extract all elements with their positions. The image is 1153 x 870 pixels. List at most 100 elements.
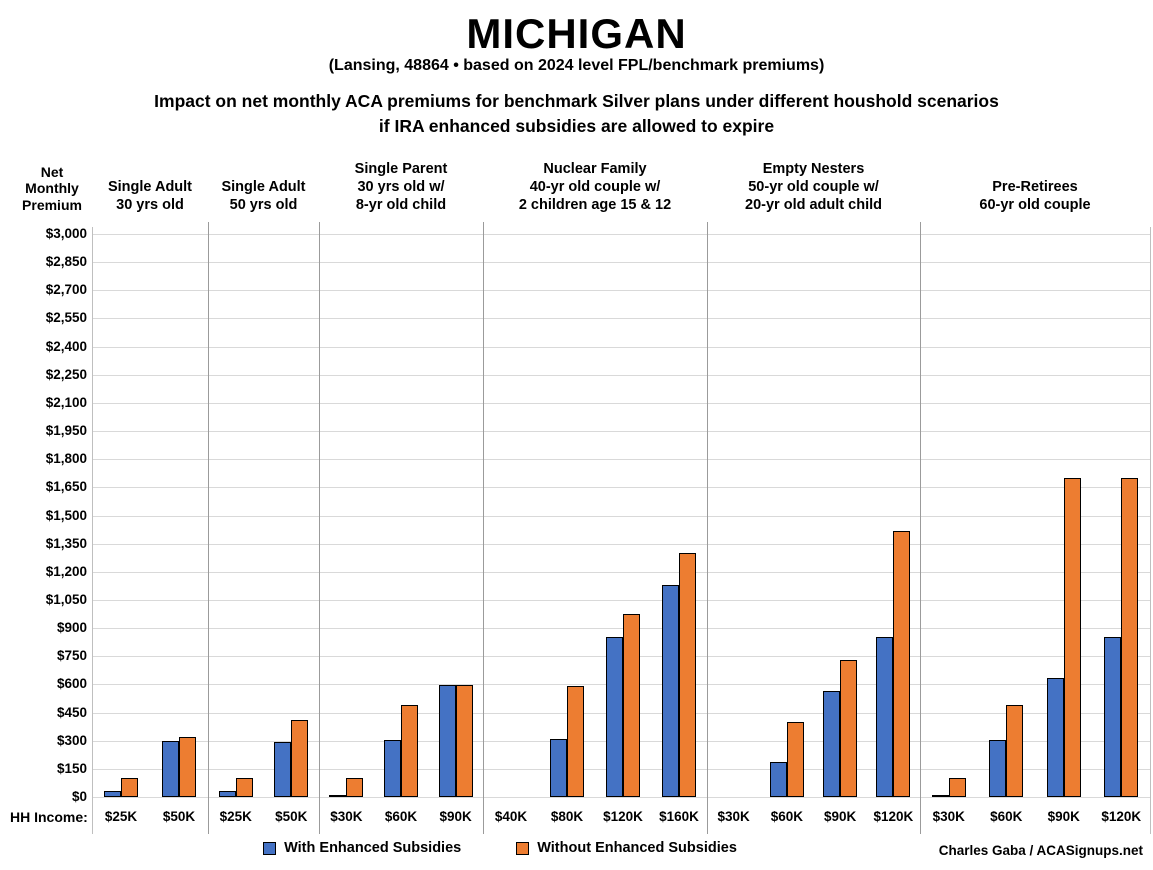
bar-with-subsidies [162,740,179,797]
bar-without-subsidies [893,530,911,797]
y-tick-label: $1,650 [45,479,87,495]
y-tick-label: $300 [56,732,87,748]
bar-without-subsidies [948,778,966,797]
y-tick-label: $450 [56,704,87,720]
bar-without-subsidies [291,720,309,797]
gridline [92,290,1150,292]
income-tick-label: $60K [770,809,804,824]
gridline [92,571,1150,573]
y-tick-label: $1,950 [45,423,87,439]
gridline [92,262,1150,264]
bar-with-subsidies [550,738,567,797]
income-tick-label: $90K [823,809,857,824]
bar-with-subsidies [606,637,623,797]
gridline [92,487,1150,489]
plot-border [92,227,93,834]
bar-with-subsidies [218,791,236,797]
legend-item: Without Enhanced Subsidies [516,840,737,856]
income-tick-label: $25K [104,809,138,824]
gridline [92,543,1150,545]
income-tick-label: $90K [1047,809,1080,824]
y-tick-label: $1,200 [45,563,87,579]
page-subtitle: (Lansing, 48864 • based on 2024 level FP… [328,57,825,74]
income-tick-label: $90K [439,809,472,824]
y-tick-label: $600 [56,676,87,692]
income-tick-label: $120K [603,809,643,824]
income-tick-label: $60K [384,809,418,824]
bar-without-subsidies [786,721,804,797]
y-tick-label: $900 [56,620,87,636]
bar-with-subsidies [769,762,787,797]
bar-without-subsidies [840,660,858,797]
legend: With Enhanced Subsidies Without Enhanced … [0,840,1000,856]
income-tick-label: $40K [494,809,528,824]
gridline [92,797,1150,798]
group-divider [483,222,484,834]
bar-without-subsidies [1063,477,1081,797]
legend-label: With Enhanced Subsidies [284,840,462,856]
y-tick-label: $750 [56,648,87,664]
income-tick-label: $50K [275,809,308,824]
y-axis-title: Net Monthly Premium [22,163,82,214]
group-divider [319,222,320,834]
income-tick-label: $30K [717,809,750,824]
without-subsidies-swatch [516,841,530,855]
group-header: Single Adult 30 yrs old [107,178,193,213]
bar-without-subsidies [567,686,584,797]
income-tick-label: $80K [550,809,584,824]
gridline [92,515,1150,517]
page-title: MICHIGAN [466,10,687,57]
group-header: Single Parent 30 yrs old w/8-yr old child [354,160,448,213]
y-tick-label: $2,100 [45,394,87,410]
income-tick-label: $30K [932,809,965,824]
gridline [92,234,1150,235]
gridline [92,628,1150,630]
y-tick-label: $2,250 [45,366,87,382]
income-tick-label: $30K [330,809,363,824]
y-tick-label: $2,550 [45,310,87,326]
y-tick-label: $1,050 [45,591,87,607]
income-tick-label: $60K [990,809,1023,824]
bar-with-subsidies [438,685,456,797]
y-tick-label: $3,000 [45,226,87,241]
income-tick-label: $120K [873,809,914,824]
credit-attribution: Charles Gaba / ACASignups.net [938,843,1143,858]
legend-label: Without Enhanced Subsidies [537,840,737,856]
bar-without-subsidies [455,685,473,797]
bar-with-subsidies [989,739,1007,797]
group-divider [208,222,209,834]
y-tick-label: $1,800 [45,451,87,467]
bar-without-subsidies [121,778,138,797]
y-tick-label: $1,350 [45,535,87,551]
gridline [92,599,1150,601]
chart-description-line1: Impact on net monthly ACA premiums for b… [154,91,999,111]
plot-border [1150,227,1151,834]
bar-with-subsidies [1046,677,1064,797]
group-divider [920,222,921,834]
bar-without-subsidies [401,705,418,797]
income-tick-label: $160K [659,809,699,824]
bar-without-subsidies [679,553,696,797]
bar-without-subsidies [235,778,253,797]
y-tick-label: $2,850 [45,254,87,270]
group-header: Empty Nesters 50-yr old couple w/20-yr ol… [745,160,882,213]
y-tick-label: $2,700 [45,282,87,298]
bar-with-subsidies [931,795,949,798]
bar-without-subsidies [346,778,364,797]
bar-with-subsidies [274,741,292,797]
income-tick-label: $25K [219,809,252,824]
gridline [92,318,1150,320]
with-subsidies-swatch [263,841,277,855]
bar-with-subsidies [104,791,121,797]
bar-with-subsidies [876,637,894,797]
chart-description-line2: if IRA enhanced subsidies are allowed to… [378,116,775,136]
hh-income-label: HH Income: [10,809,88,825]
bar-without-subsidies [1006,705,1024,797]
gridline [92,459,1150,461]
bar-with-subsidies [823,690,841,797]
bar-without-subsidies [1121,477,1139,797]
income-tick-label: $120K [1101,809,1142,824]
y-tick-label: $1,500 [45,507,87,523]
gridline [92,402,1150,404]
